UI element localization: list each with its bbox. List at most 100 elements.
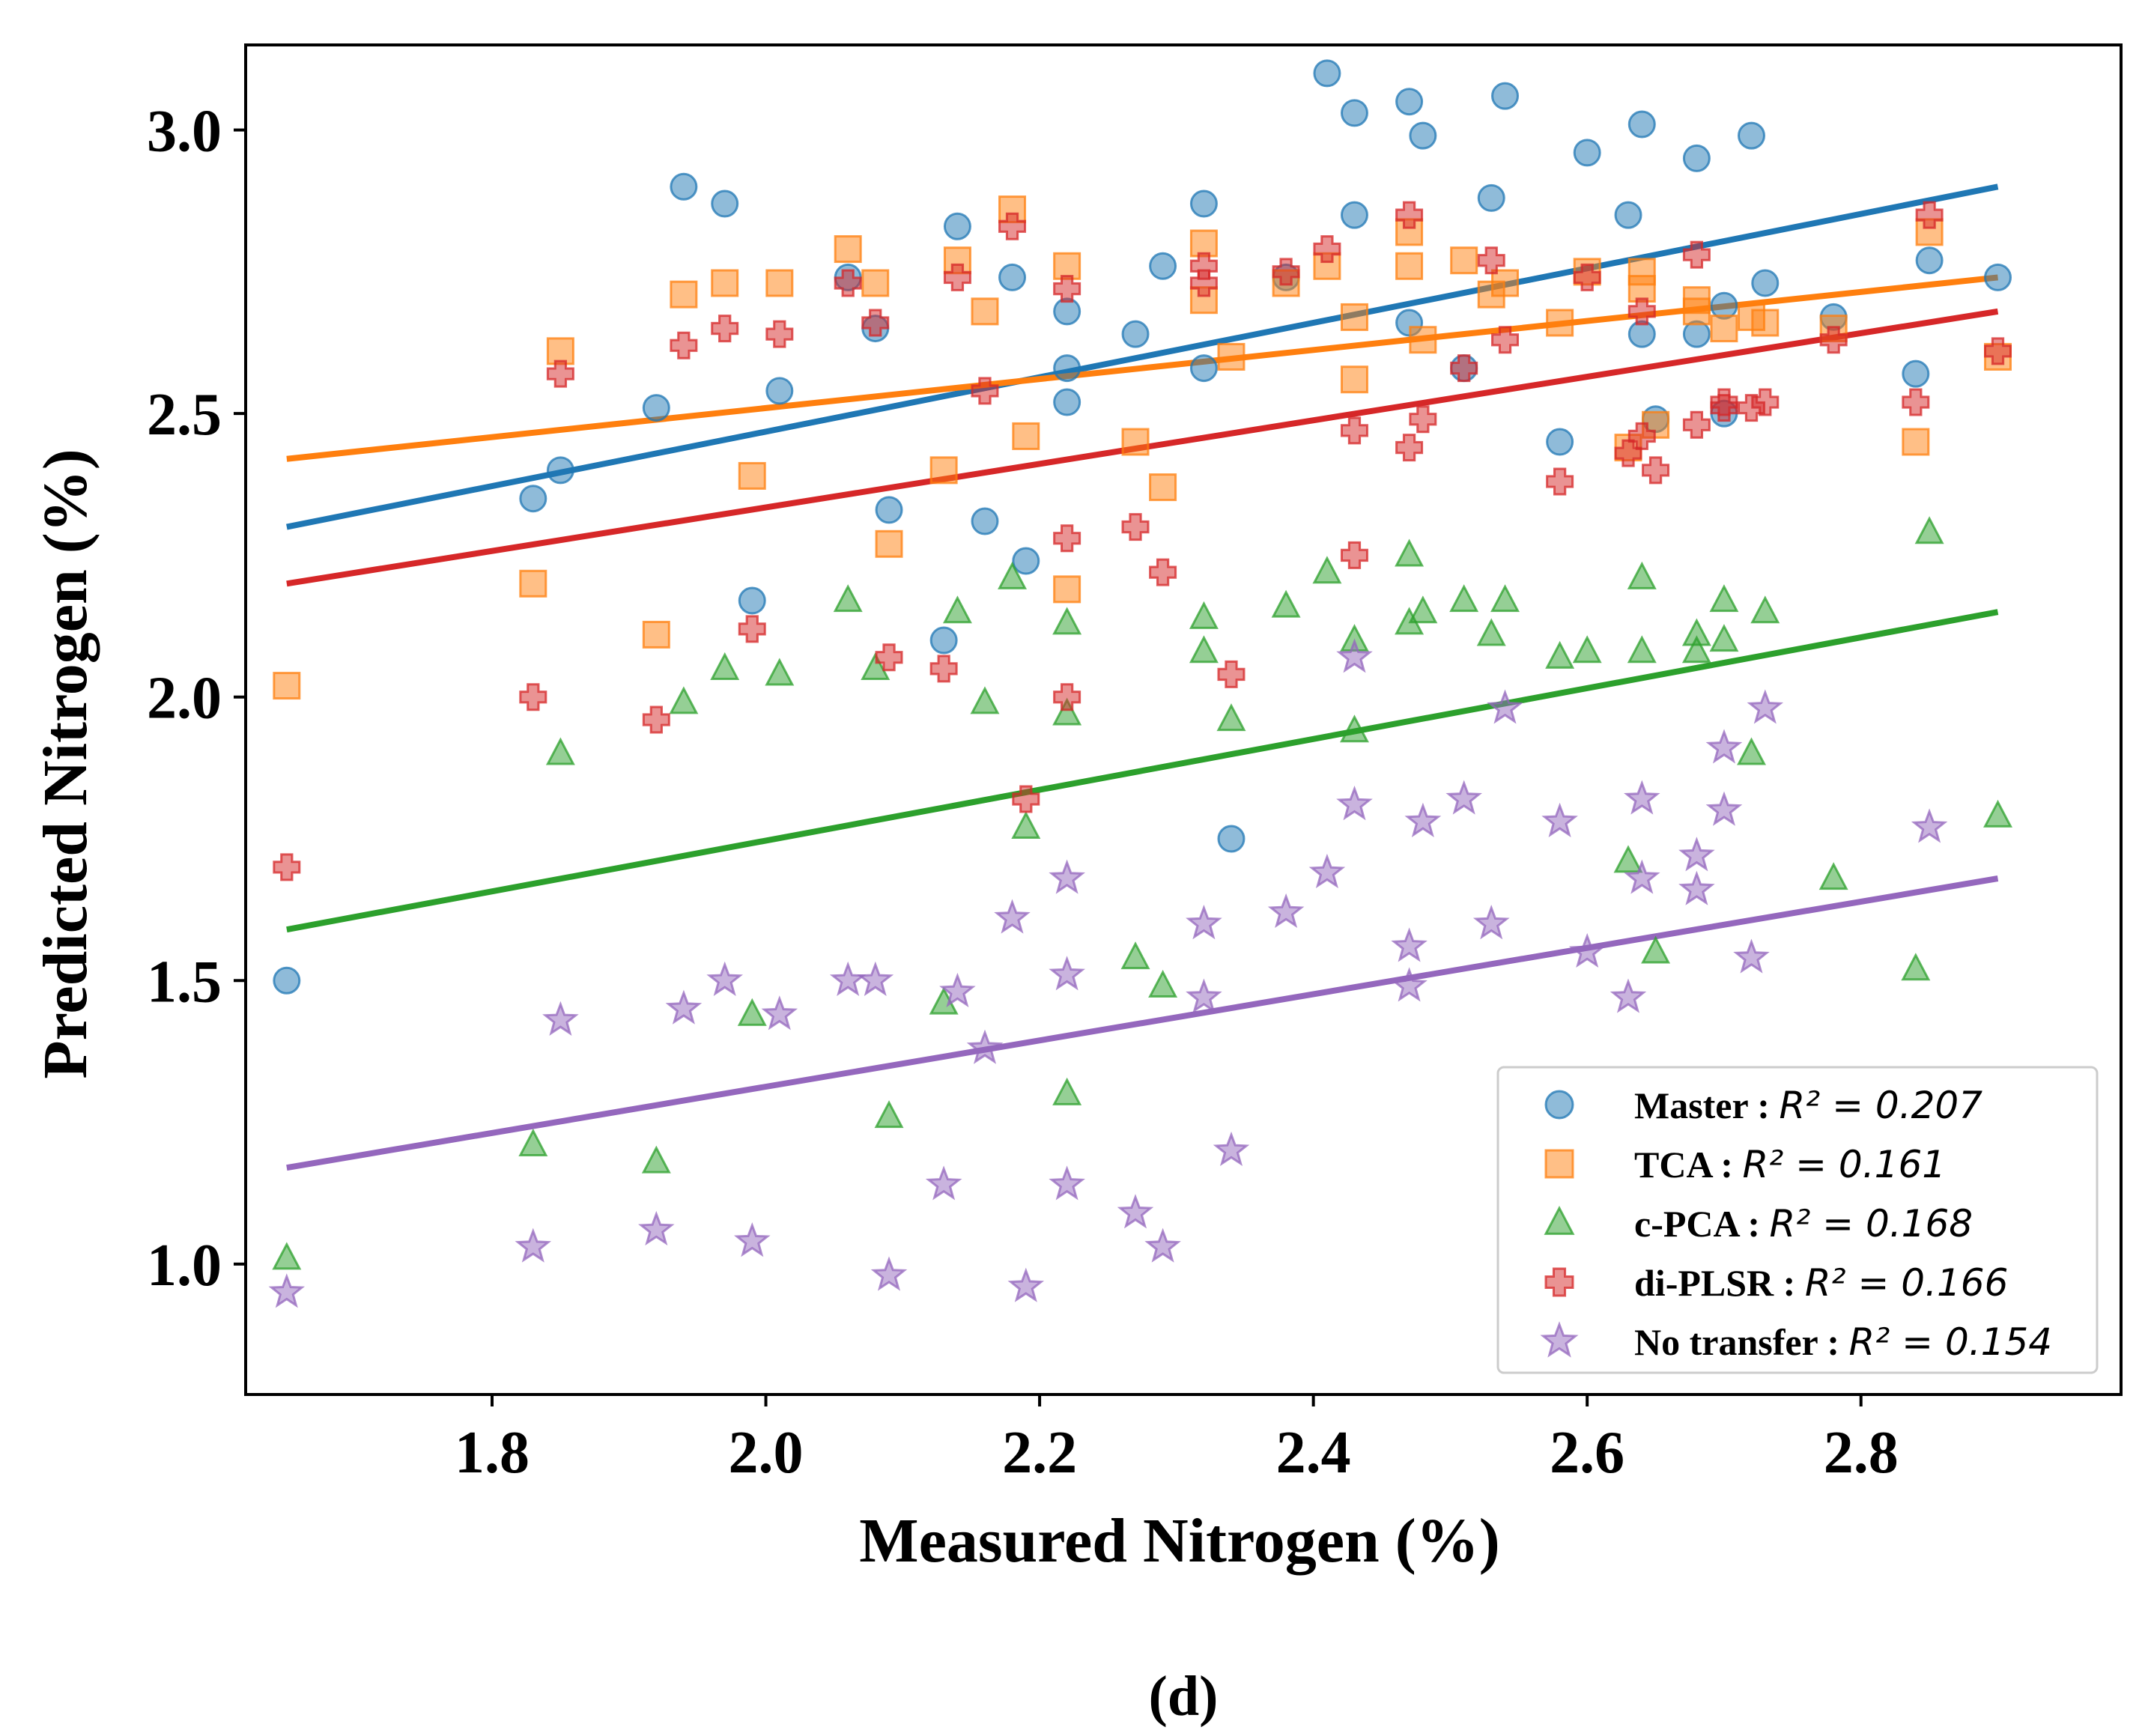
tca-point — [765, 269, 794, 297]
legend-marker-c-pca — [1544, 1205, 1575, 1235]
di-plsr-point — [1573, 263, 1601, 291]
tca-point — [1682, 297, 1711, 326]
no-transfer-point — [966, 1029, 1004, 1064]
tca-point — [711, 269, 739, 297]
tca-point — [1053, 252, 1081, 280]
legend-r2-value: R² = 0.154 — [1849, 1320, 2053, 1364]
master-point — [1189, 354, 1218, 383]
legend-label-di-plsr: di-PLSR : R² = 0.166 — [1634, 1261, 2008, 1305]
no-transfer-point — [1705, 791, 1743, 826]
tca-point — [1491, 269, 1520, 297]
y-tick-label: 1.0 — [147, 1233, 222, 1299]
legend-label-master: Master : R² = 0.207 — [1634, 1084, 1982, 1127]
c-pca-point — [1613, 845, 1643, 873]
master-point — [738, 586, 766, 615]
axis-ticks — [234, 128, 1863, 1406]
c-pca-point — [518, 1128, 548, 1156]
tca-point — [1902, 428, 1930, 456]
c-pca-point — [1408, 595, 1438, 624]
master-point — [1409, 121, 1437, 150]
no-transfer-point — [1568, 932, 1606, 968]
c-pca-point — [1750, 595, 1780, 624]
di-plsr-point — [1272, 258, 1300, 286]
master-point — [1546, 428, 1574, 456]
di-plsr-point — [943, 263, 971, 291]
c-pca-point — [1120, 941, 1150, 970]
c-pca-point — [641, 1145, 671, 1174]
di-plsr-point — [738, 615, 766, 643]
di-plsr-point — [1682, 240, 1711, 269]
no-transfer-point — [939, 972, 976, 1008]
di-plsr-point — [1915, 201, 1944, 229]
c-pca-point — [1148, 969, 1178, 998]
c-pca-point — [272, 1242, 302, 1270]
no-transfer-point — [638, 1210, 675, 1246]
di-plsr-point — [1313, 235, 1341, 264]
di-plsr-point — [1409, 405, 1437, 434]
c-pca-point — [1312, 556, 1342, 584]
master-point — [519, 485, 547, 513]
c-pca-point — [942, 595, 972, 624]
master-point — [929, 626, 958, 655]
master-point — [1614, 201, 1642, 229]
master-point — [642, 394, 670, 422]
tca-point — [1710, 315, 1738, 343]
tca-point — [1053, 575, 1081, 604]
c-pca-point — [1627, 635, 1657, 664]
x-tick-label: 2.4 — [1276, 1420, 1351, 1486]
c-pca-point — [1641, 935, 1671, 964]
c-pca-point — [1709, 624, 1739, 652]
c-pca-point — [1681, 635, 1711, 664]
tca-point — [1409, 326, 1437, 354]
no-transfer-point — [1624, 859, 1660, 894]
no-transfer-point — [857, 961, 894, 996]
master-point — [1053, 354, 1081, 383]
no-transfer-point — [1186, 905, 1222, 940]
tca-point — [670, 280, 698, 309]
no-transfer-point — [761, 995, 798, 1031]
di-plsr-point — [861, 309, 890, 337]
di-plsr-point — [1627, 422, 1656, 450]
no-transfer-point — [1678, 870, 1715, 905]
figure-caption: (d) — [1149, 1665, 1219, 1728]
master-point — [765, 377, 794, 405]
y-tick-label: 2.0 — [147, 666, 222, 732]
master-point — [875, 496, 903, 524]
legend-label-tca: TCA : R² = 0.161 — [1634, 1143, 1946, 1186]
master-point — [971, 507, 999, 535]
c-pca-point — [1627, 561, 1657, 589]
tca-point — [1217, 342, 1246, 371]
di-plsr-point — [1984, 337, 2012, 365]
master-point — [1627, 110, 1656, 139]
c-pca-point — [737, 998, 767, 1026]
no-transfer-point — [1610, 978, 1647, 1013]
y-axis-label: Predicted Nitrogen (%) — [31, 449, 100, 1078]
legend-series-name: TCA : — [1634, 1144, 1742, 1186]
x-axis-label: Measured Nitrogen (%) — [859, 1506, 1499, 1576]
no-transfer-point — [1144, 1227, 1181, 1263]
di-plsr-point — [1902, 388, 1930, 416]
c-pca-point — [861, 652, 891, 680]
no-transfer-point — [1117, 1194, 1154, 1229]
no-transfer-point — [1308, 853, 1346, 889]
no-transfer-point — [1624, 780, 1660, 815]
c-pca-point — [1395, 538, 1425, 567]
di-plsr-point — [670, 331, 698, 359]
master-point — [670, 172, 698, 201]
legend-series-name: di-PLSR : — [1634, 1262, 1805, 1304]
di-plsr-point — [1053, 683, 1081, 711]
di-plsr-point — [1395, 201, 1424, 229]
di-plsr-point — [1012, 785, 1040, 813]
tca-point — [738, 461, 766, 490]
master-point — [1984, 263, 2012, 291]
legend-label-no-transfer: No transfer : R² = 0.154 — [1634, 1320, 2052, 1364]
no-transfer-point — [1705, 729, 1743, 764]
tca-point — [642, 620, 670, 649]
master-point — [546, 456, 574, 485]
di-plsr-point — [1491, 326, 1520, 354]
c-pca-point — [833, 584, 863, 613]
y-tick-label: 1.5 — [147, 949, 222, 1015]
master-point — [1149, 252, 1177, 280]
c-pca-point — [1052, 1077, 1082, 1105]
